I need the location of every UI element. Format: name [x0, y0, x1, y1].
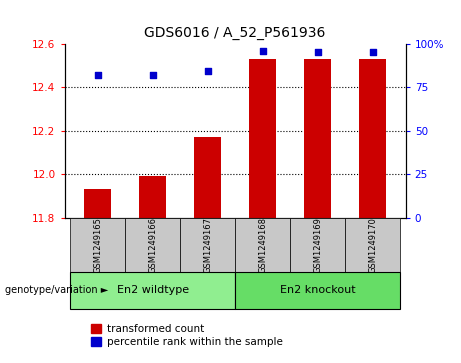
Bar: [345, 218, 400, 272]
Point: [94, 72, 101, 78]
Point: [259, 48, 266, 53]
Text: En2 wildtype: En2 wildtype: [117, 285, 189, 295]
Text: GSM1249166: GSM1249166: [148, 217, 157, 273]
Bar: [180, 218, 235, 272]
Bar: [235, 272, 400, 309]
Text: GSM1249167: GSM1249167: [203, 217, 212, 273]
Text: genotype/variation ►: genotype/variation ►: [5, 285, 108, 295]
Text: En2 knockout: En2 knockout: [280, 285, 355, 295]
Text: GSM1249170: GSM1249170: [368, 217, 377, 273]
Bar: [290, 218, 345, 272]
Text: GSM1249168: GSM1249168: [258, 217, 267, 273]
Bar: [70, 218, 125, 272]
Bar: [125, 218, 180, 272]
Bar: [304, 59, 331, 218]
Bar: [194, 137, 221, 218]
Bar: [84, 189, 111, 218]
Legend: transformed count, percentile rank within the sample: transformed count, percentile rank withi…: [87, 320, 287, 351]
Point: [314, 49, 321, 55]
Point: [369, 49, 376, 55]
Title: GDS6016 / A_52_P561936: GDS6016 / A_52_P561936: [144, 26, 326, 40]
Bar: [249, 59, 277, 218]
Bar: [70, 272, 235, 309]
Point: [204, 69, 211, 74]
Bar: [359, 59, 386, 218]
Point: [149, 72, 156, 78]
Text: GSM1249169: GSM1249169: [313, 217, 322, 273]
Text: GSM1249165: GSM1249165: [93, 217, 102, 273]
Bar: [235, 218, 290, 272]
Bar: [139, 176, 166, 218]
